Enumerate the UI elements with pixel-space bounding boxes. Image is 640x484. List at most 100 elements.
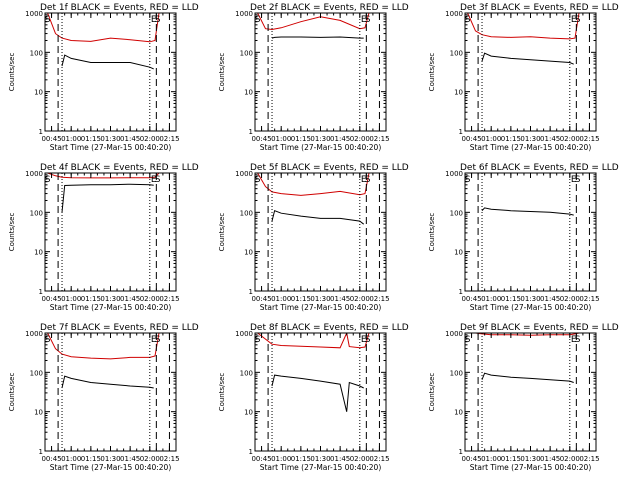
marker-label: S — [155, 175, 161, 185]
y-tick-label: 10 — [454, 89, 463, 97]
x-tick-label: 01:00 — [271, 455, 291, 463]
x-tick-label: 01:45 — [330, 135, 350, 143]
series-line — [47, 13, 160, 43]
panel-title: Det 9f BLACK = Events, RED = LLD — [460, 323, 619, 333]
series-line — [47, 173, 160, 179]
y-tick-label: 10 — [244, 409, 253, 417]
y-tick-label: 1 — [249, 448, 253, 456]
marker-label: S — [575, 335, 581, 345]
x-tick-label: 00:45 — [251, 295, 271, 303]
x-tick-label: 01:15 — [501, 455, 521, 463]
x-tick-label: 02:15 — [159, 295, 179, 303]
panel-title: Det 6f BLACK = Events, RED = LLD — [460, 163, 619, 173]
marker-label: S — [255, 15, 261, 25]
y-tick-label: 1 — [39, 288, 43, 296]
series-line — [271, 210, 365, 225]
x-tick-label: 02:00 — [140, 295, 160, 303]
x-tick-label: 01:45 — [330, 455, 350, 463]
y-tick-label: 1 — [249, 128, 253, 136]
x-axis-label: Start Time (27-Mar-15 00:40:20) — [50, 143, 172, 152]
x-tick-label: 01:45 — [540, 455, 560, 463]
y-tick-label: 1000 — [445, 170, 463, 178]
x-tick-label: 02:00 — [560, 295, 580, 303]
x-tick-label: 01:15 — [291, 295, 311, 303]
marker-label: E — [151, 15, 157, 25]
y-tick-label: 100 — [450, 49, 463, 57]
x-tick-label: 01:45 — [330, 295, 350, 303]
x-tick-label: 01:00 — [271, 295, 291, 303]
y-tick-label: 100 — [240, 369, 253, 377]
x-tick-label: 01:00 — [271, 135, 291, 143]
panel-title: Det 1f BLACK = Events, RED = LLD — [40, 3, 199, 13]
y-tick-label: 1000 — [235, 170, 253, 178]
panel-title: Det 8f BLACK = Events, RED = LLD — [250, 323, 409, 333]
panel-title: Det 5f BLACK = Events, RED = LLD — [250, 163, 409, 173]
y-axis-label: Counts/sec — [218, 53, 226, 92]
x-tick-label: 02:00 — [350, 295, 370, 303]
x-tick-label: 00:45 — [461, 295, 481, 303]
y-axis-label: Counts/sec — [218, 373, 226, 412]
x-tick-label: 00:45 — [251, 135, 271, 143]
x-axis-label: Start Time (27-Mar-15 00:40:20) — [260, 143, 382, 152]
y-tick-label: 100 — [450, 209, 463, 217]
plot-area — [257, 333, 370, 412]
marker-label: S — [155, 15, 161, 25]
x-tick-label: 02:15 — [579, 135, 599, 143]
y-tick-label: 100 — [240, 209, 253, 217]
marker-label: S — [255, 175, 261, 185]
plot-area — [467, 13, 580, 65]
x-tick-label: 01:15 — [81, 135, 101, 143]
series-line — [257, 13, 370, 31]
plot-area — [257, 13, 370, 39]
plot-area — [47, 173, 160, 213]
x-tick-label: 01:30 — [310, 135, 330, 143]
x-tick-label: 01:00 — [61, 295, 81, 303]
y-axis-label: Counts/sec — [8, 213, 16, 252]
x-tick-label: 01:45 — [120, 295, 140, 303]
y-tick-label: 1 — [249, 288, 253, 296]
panel-title: Det 2f BLACK = Events, RED = LLD — [250, 3, 409, 13]
y-tick-label: 1000 — [25, 10, 43, 18]
plot-area — [47, 13, 160, 70]
y-axis-label: Counts/sec — [8, 373, 16, 412]
marker-label: E — [361, 15, 367, 25]
series-line — [481, 372, 574, 383]
y-axis-label: Counts/sec — [428, 213, 436, 252]
y-tick-label: 1000 — [445, 330, 463, 338]
x-tick-label: 01:15 — [81, 455, 101, 463]
marker-label: E — [361, 175, 367, 185]
plot-area — [481, 207, 574, 216]
x-tick-label: 01:30 — [100, 135, 120, 143]
x-tick-label: 00:45 — [461, 455, 481, 463]
x-tick-label: 01:45 — [540, 135, 560, 143]
y-tick-label: 100 — [30, 369, 43, 377]
x-tick-label: 01:30 — [520, 455, 540, 463]
panel-title: Det 7f BLACK = Events, RED = LLD — [40, 323, 199, 333]
series-line — [61, 375, 154, 389]
x-tick-label: 00:45 — [251, 455, 271, 463]
y-tick-label: 100 — [450, 369, 463, 377]
x-tick-label: 01:00 — [481, 455, 501, 463]
x-axis-label: Start Time (27-Mar-15 00:40:20) — [260, 303, 382, 312]
x-axis-label: Start Time (27-Mar-15 00:40:20) — [470, 303, 592, 312]
y-tick-label: 10 — [454, 409, 463, 417]
marker-label: E — [571, 175, 577, 185]
y-tick-label: 1 — [459, 288, 463, 296]
series-line — [47, 333, 160, 360]
y-tick-label: 1000 — [235, 330, 253, 338]
x-tick-label: 02:00 — [140, 455, 160, 463]
x-tick-label: 01:30 — [310, 455, 330, 463]
series-line — [61, 54, 154, 70]
y-tick-label: 1000 — [445, 10, 463, 18]
x-axis-label: Start Time (27-Mar-15 00:40:20) — [470, 143, 592, 152]
x-tick-label: 01:30 — [520, 295, 540, 303]
y-tick-label: 1000 — [25, 170, 43, 178]
y-tick-label: 100 — [30, 49, 43, 57]
marker-label: E — [151, 335, 157, 345]
y-tick-label: 1 — [39, 448, 43, 456]
